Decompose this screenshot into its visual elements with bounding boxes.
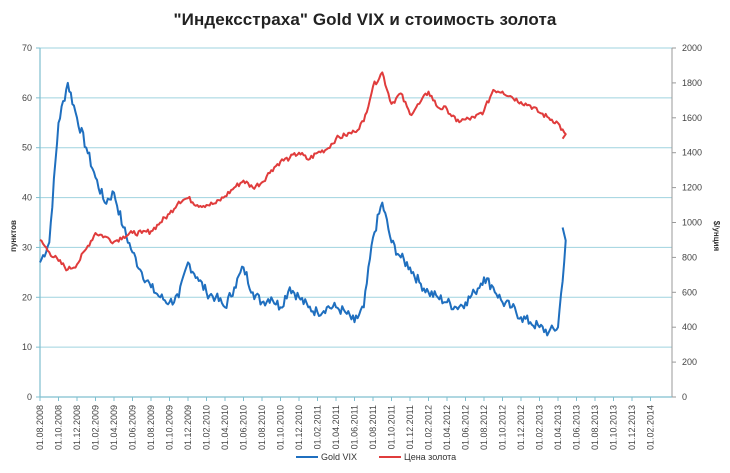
x-tick-label: 01.10.2008 (54, 405, 64, 450)
right-tick-label: 200 (682, 357, 697, 367)
x-tick-label: 01.06.2013 (572, 405, 582, 450)
x-tick-label: 01.12.2008 (72, 405, 82, 450)
x-tick-label: 01.10.2009 (165, 405, 175, 450)
right-tick-label: 800 (682, 252, 697, 262)
x-tick-label: 01.06.2009 (128, 405, 138, 450)
right-tick-label: 1400 (682, 148, 702, 158)
left-axis: 0 10 20 30 40 50 60 70 (22, 43, 41, 402)
left-tick-label: 10 (22, 342, 32, 352)
right-tick-label: 400 (682, 322, 697, 332)
gold-vix-line (39, 81, 567, 337)
x-tick-label: 01.12.2011 (405, 405, 415, 449)
legend-swatch-gold-vix (296, 456, 318, 458)
left-tick-label: 60 (22, 93, 32, 103)
left-axis-title: пунктов (9, 220, 18, 252)
x-tick-label: 01.02.2013 (535, 405, 545, 450)
legend-label-gold-price: Цена золота (404, 452, 457, 462)
x-tick-label: 01.06.2012 (461, 405, 471, 450)
left-tick-label: 40 (22, 193, 32, 203)
x-tick-label: 01.06.2011 (350, 405, 360, 449)
right-tick-label: 0 (682, 392, 687, 402)
legend-item-gold-price: Цена золота (379, 452, 456, 462)
left-tick-label: 20 (22, 292, 32, 302)
x-tick-label: 01.02.2014 (646, 405, 656, 450)
x-tick-label: 01.12.2013 (627, 405, 637, 450)
x-tick-label: 01.06.2010 (239, 405, 249, 450)
legend-swatch-gold-price (379, 456, 402, 458)
x-tick-label: 01.10.2011 (387, 405, 397, 449)
left-tick-label: 0 (27, 392, 32, 402)
left-tick-label: 70 (22, 43, 32, 53)
x-tick-label: 01.10.2013 (609, 405, 619, 450)
right-tick-label: 1000 (682, 218, 702, 228)
x-tick-label: 01.10.2010 (276, 405, 286, 450)
legend-label-gold-vix: Gold VIX (321, 452, 358, 462)
right-tick-label: 600 (682, 287, 697, 297)
legend: Gold VIX Цена золота (296, 452, 456, 462)
x-tick-label: 01.08.2013 (590, 405, 600, 450)
right-tick-label: 1600 (682, 113, 702, 123)
x-axis: 01.08.2008 01.10.2008 01.12.2008 01.02.2009… (35, 396, 672, 450)
x-tick-label: 01.04.2012 (442, 405, 452, 450)
left-tick-label: 30 (22, 242, 32, 252)
x-tick-label: 01.04.2010 (220, 405, 230, 450)
series-lines (39, 71, 567, 337)
x-tick-label: 01.02.2010 (202, 405, 212, 450)
x-tick-label: 01.12.2010 (294, 405, 304, 450)
legend-item-gold-vix: Gold VIX (296, 452, 357, 462)
x-tick-label: 01.04.2011 (331, 405, 341, 449)
x-tick-label: 01.02.2009 (91, 405, 101, 450)
right-tick-label: 1800 (682, 78, 702, 88)
gridlines (40, 47, 672, 348)
gold-price-line (39, 71, 567, 272)
x-tick-label: 01.08.2011 (368, 405, 378, 449)
right-axis-title: $/унция (712, 221, 721, 252)
x-tick-label: 01.08.2009 (146, 405, 156, 450)
left-tick-label: 50 (22, 143, 32, 153)
x-tick-label: 01.10.2012 (498, 405, 508, 450)
chart-title: "Индексстраха" Gold VIX и стоимость золо… (173, 10, 557, 29)
x-tick-label: 01.02.2012 (424, 405, 434, 450)
x-tick-label: 01.08.2012 (479, 405, 489, 450)
x-tick-label: 01.12.2012 (516, 405, 526, 450)
x-tick-label: 01.04.2009 (109, 405, 119, 450)
right-tick-label: 2000 (682, 43, 702, 53)
x-tick-label: 01.04.2013 (553, 405, 563, 450)
right-tick-label: 1200 (682, 183, 702, 193)
x-tick-label: 01.02.2011 (313, 405, 323, 449)
x-tick-label: 01.08.2010 (257, 405, 267, 450)
x-tick-label: 01.08.2008 (35, 405, 45, 450)
right-axis: 0 200 400 600 800 1000 1200 1400 1600 1800 2000 (671, 43, 702, 402)
x-tick-label: 01.12.2009 (183, 405, 193, 450)
